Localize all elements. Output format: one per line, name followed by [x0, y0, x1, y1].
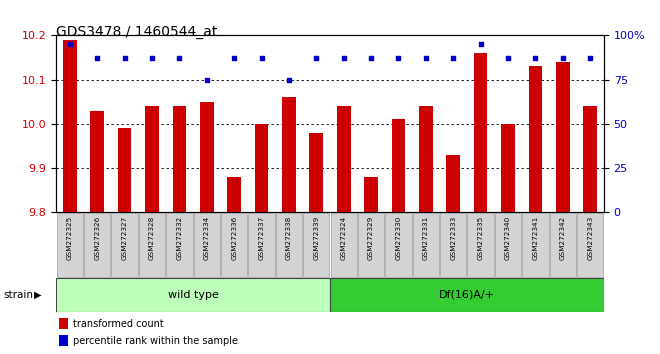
- Bar: [577, 213, 603, 277]
- Bar: [282, 97, 296, 212]
- Text: GSM272334: GSM272334: [204, 216, 210, 260]
- Text: GSM272335: GSM272335: [478, 216, 484, 260]
- Bar: [145, 106, 159, 212]
- Point: [174, 56, 185, 61]
- Bar: [303, 213, 329, 277]
- Text: GDS3478 / 1460544_at: GDS3478 / 1460544_at: [56, 25, 218, 39]
- Point: [366, 56, 376, 61]
- Bar: [248, 213, 275, 277]
- Bar: [276, 213, 302, 277]
- Text: GSM272342: GSM272342: [560, 216, 566, 260]
- Text: GSM272328: GSM272328: [149, 216, 155, 260]
- Bar: [337, 106, 350, 212]
- Point: [311, 56, 321, 61]
- Point: [92, 56, 102, 61]
- Bar: [501, 124, 515, 212]
- Bar: [112, 213, 138, 277]
- Text: GSM272338: GSM272338: [286, 216, 292, 260]
- Text: GSM272331: GSM272331: [423, 216, 429, 260]
- Text: GSM272343: GSM272343: [587, 216, 593, 260]
- Text: GSM272327: GSM272327: [121, 216, 127, 260]
- Bar: [358, 213, 384, 277]
- Bar: [166, 213, 193, 277]
- Bar: [227, 177, 241, 212]
- Bar: [56, 278, 330, 312]
- Point: [530, 56, 541, 61]
- Bar: [117, 128, 131, 212]
- Bar: [139, 213, 165, 277]
- Text: percentile rank within the sample: percentile rank within the sample: [73, 336, 238, 346]
- Text: GSM272337: GSM272337: [259, 216, 265, 260]
- Point: [475, 41, 486, 47]
- Bar: [385, 213, 412, 277]
- Bar: [59, 318, 67, 329]
- Text: GSM272324: GSM272324: [341, 216, 346, 260]
- Bar: [172, 106, 186, 212]
- Bar: [200, 102, 214, 212]
- Text: GSM272341: GSM272341: [533, 216, 539, 260]
- Point: [147, 56, 157, 61]
- Point: [229, 56, 240, 61]
- Text: strain: strain: [3, 290, 33, 300]
- Text: ▶: ▶: [34, 290, 42, 300]
- Point: [65, 41, 75, 47]
- Point: [393, 56, 404, 61]
- Point: [503, 56, 513, 61]
- Bar: [331, 213, 357, 277]
- Bar: [495, 213, 521, 277]
- Bar: [364, 177, 378, 212]
- Text: GSM272325: GSM272325: [67, 216, 73, 260]
- Point: [585, 56, 595, 61]
- Text: GSM272329: GSM272329: [368, 216, 374, 260]
- Text: Df(16)A/+: Df(16)A/+: [439, 290, 495, 300]
- Bar: [391, 119, 405, 212]
- Text: GSM272339: GSM272339: [314, 216, 319, 260]
- Text: GSM272340: GSM272340: [505, 216, 511, 260]
- Text: GSM272326: GSM272326: [94, 216, 100, 260]
- Bar: [90, 110, 104, 212]
- Bar: [467, 213, 494, 277]
- Bar: [310, 133, 323, 212]
- Bar: [556, 62, 570, 212]
- Bar: [583, 106, 597, 212]
- Bar: [474, 53, 488, 212]
- Bar: [419, 106, 433, 212]
- Bar: [84, 213, 110, 277]
- Bar: [57, 213, 83, 277]
- Bar: [446, 155, 460, 212]
- Bar: [330, 278, 604, 312]
- Text: GSM272332: GSM272332: [176, 216, 182, 260]
- Bar: [255, 124, 269, 212]
- Text: GSM272330: GSM272330: [395, 216, 401, 260]
- Point: [558, 56, 568, 61]
- Bar: [193, 213, 220, 277]
- Bar: [59, 335, 67, 346]
- Bar: [440, 213, 467, 277]
- Text: GSM272333: GSM272333: [450, 216, 456, 260]
- Bar: [550, 213, 576, 277]
- Bar: [412, 213, 439, 277]
- Point: [119, 56, 130, 61]
- Text: transformed count: transformed count: [73, 319, 163, 329]
- Text: wild type: wild type: [168, 290, 218, 300]
- Point: [339, 56, 349, 61]
- Bar: [221, 213, 248, 277]
- Point: [256, 56, 267, 61]
- Text: GSM272336: GSM272336: [231, 216, 237, 260]
- Bar: [522, 213, 548, 277]
- Point: [420, 56, 431, 61]
- Point: [201, 77, 212, 82]
- Point: [448, 56, 459, 61]
- Point: [284, 77, 294, 82]
- Bar: [529, 66, 543, 212]
- Bar: [63, 40, 77, 212]
